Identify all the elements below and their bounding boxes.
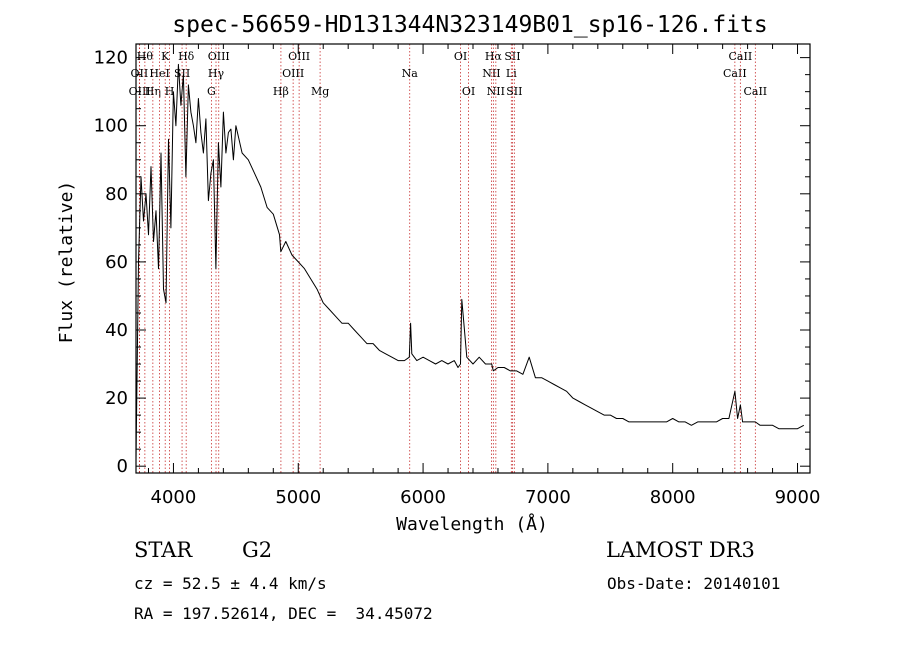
chart-title: spec-56659-HD131344N323149B01_sp16-126.f…	[172, 12, 767, 38]
y-tick-label-6: 120	[94, 48, 128, 69]
redshift-value: cz = 52.5 ± 4.4 km/s	[134, 574, 327, 593]
line-marker-label-3: Hη	[145, 85, 161, 98]
y-tick-label-0: 0	[117, 456, 128, 477]
line-marker-label-24: SII	[506, 85, 522, 98]
line-marker-label-12: Hβ	[273, 85, 289, 98]
line-marker-label-18: OI	[462, 85, 475, 98]
observation-date: Obs-Date: 20140101	[607, 574, 781, 593]
line-marker-label-14: OIII	[288, 50, 310, 63]
line-marker-label-4: HeI	[149, 67, 169, 80]
line-marker-label-26: CaII	[729, 50, 753, 63]
x-tick-label-0: 4000	[151, 487, 197, 508]
series-spectrum-line	[135, 63, 805, 460]
line-marker-label-25: CaII	[723, 67, 747, 80]
line-marker-label-22: Li	[506, 67, 517, 80]
line-marker-label-13: OIII	[282, 67, 304, 80]
line-marker-label-17: OI	[454, 50, 467, 63]
y-tick-label-4: 80	[105, 184, 128, 205]
line-marker-label-7: SII	[174, 67, 190, 80]
object-class: STAR	[134, 538, 193, 562]
line-marker-label-23: SII	[504, 50, 520, 63]
y-tick-label-5: 100	[94, 116, 128, 137]
line-marker-label-27: CaII	[743, 85, 767, 98]
y-tick-label-1: 20	[105, 388, 128, 409]
x-axis: 4000 5000 6000 7000 8000 9000	[147, 44, 821, 508]
line-marker-label-19: NII	[482, 67, 500, 80]
x-tick-label-4: 8000	[650, 487, 696, 508]
series-layer	[135, 63, 805, 460]
y-axis: 0 20 40 60 80 100 120	[94, 48, 810, 477]
x-tick-label-3: 7000	[525, 487, 571, 508]
line-marker-label-10: Hγ	[208, 67, 225, 80]
line-marker-label-15: Mg	[311, 85, 329, 98]
line-marker-label-2: Hθ	[137, 50, 154, 63]
y-tick-label-3: 60	[105, 252, 128, 273]
line-marker-label-9: G	[207, 85, 216, 98]
line-marker-label-11: OIII	[208, 50, 230, 63]
coordinates: RA = 197.52614, DEC = 34.45072	[134, 604, 433, 623]
x-axis-label: Wavelength (Å)	[396, 513, 548, 535]
line-marker-label-21: NII	[487, 85, 505, 98]
line-marker-label-16: Na	[402, 67, 419, 80]
line-marker-label-5: K	[161, 50, 170, 63]
plot-frame	[135, 43, 811, 474]
line-marker-label-6: H	[165, 85, 175, 98]
y-tick-label-2: 40	[105, 320, 128, 341]
x-tick-label-2: 6000	[400, 487, 446, 508]
object-subclass: G2	[242, 538, 273, 562]
survey-name: LAMOST DR3	[606, 538, 755, 562]
line-marker-label-8: Hδ	[178, 50, 195, 63]
x-tick-label-1: 5000	[275, 487, 321, 508]
line-marker-label-20: Hα	[485, 50, 503, 63]
x-tick-label-5: 9000	[775, 487, 821, 508]
line-markers: OIIOIIIHθHηHeIKHSIIHδGHγOIIIHβOIIIOIIIMg…	[129, 44, 767, 473]
y-axis-label: Flux (relative)	[56, 181, 77, 344]
